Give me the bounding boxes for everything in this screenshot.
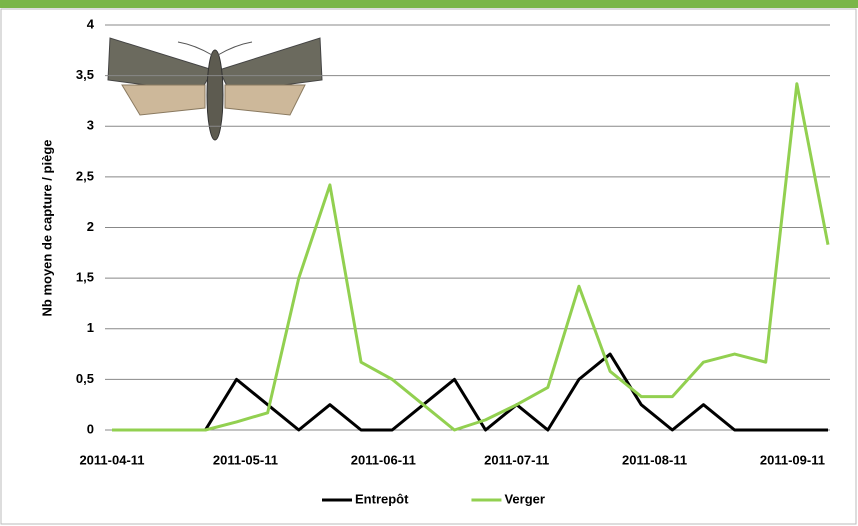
y-axis-label: Nb moyen de capture / piège xyxy=(39,140,54,317)
y-tick-label: 3 xyxy=(87,118,94,133)
chart-border xyxy=(0,8,857,525)
y-tick-label: 0,5 xyxy=(76,371,94,386)
legend-label: Entrepôt xyxy=(355,491,409,506)
legend-label: Verger xyxy=(504,491,544,506)
x-tick-label: 2011-09-11 xyxy=(760,452,825,467)
y-tick-label: 4 xyxy=(87,16,95,31)
x-tick-label: 2011-07-11 xyxy=(484,452,549,467)
x-tick-label: 2011-06-11 xyxy=(351,452,416,467)
y-tick-label: 2,5 xyxy=(76,168,94,183)
series-line xyxy=(112,352,828,432)
y-tick-label: 0 xyxy=(87,421,94,436)
y-tick-label: 1 xyxy=(87,320,94,335)
x-tick-label: 2011-08-11 xyxy=(622,452,687,467)
top-bar xyxy=(0,0,858,8)
y-tick-label: 1,5 xyxy=(76,270,94,285)
y-tick-label: 3,5 xyxy=(76,67,94,82)
x-tick-label: 2011-05-11 xyxy=(213,452,278,467)
series-line xyxy=(112,82,830,432)
y-tick-label: 2 xyxy=(87,219,94,234)
moth-illustration xyxy=(107,37,323,141)
x-tick-label: 2011-04-11 xyxy=(79,452,144,467)
